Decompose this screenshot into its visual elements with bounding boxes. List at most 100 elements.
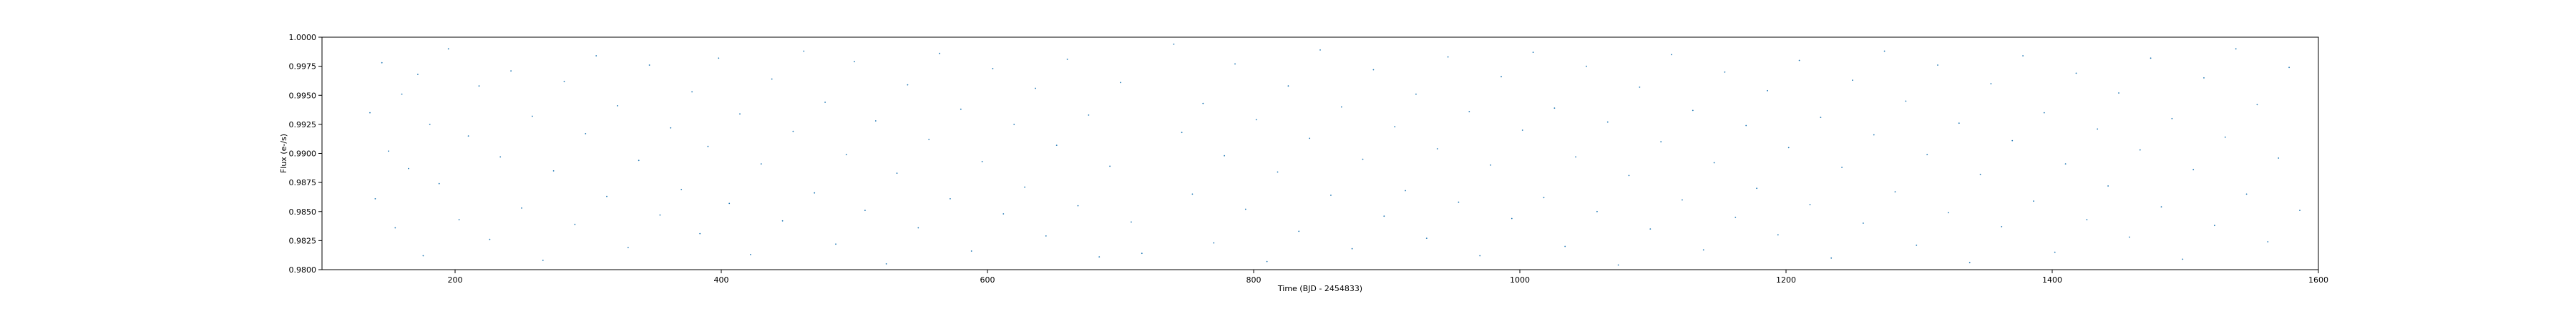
x-tick-label: 1200 — [1776, 275, 1796, 285]
data-point — [1244, 208, 1246, 210]
data-point — [1202, 102, 1204, 104]
data-point — [1405, 190, 1406, 192]
x-tick-label: 1000 — [1510, 275, 1530, 285]
data-point — [438, 182, 440, 185]
data-point — [2064, 163, 2067, 165]
data-point — [532, 115, 533, 117]
data-point — [1745, 124, 1747, 127]
data-point — [896, 172, 898, 175]
data-point — [691, 91, 693, 93]
data-point — [917, 227, 919, 229]
data-point — [1671, 54, 1672, 56]
data-point — [1948, 212, 1949, 214]
data-point — [2139, 149, 2141, 151]
scatter-points-layer — [369, 43, 2301, 266]
data-point — [1937, 64, 1938, 66]
data-point — [401, 93, 403, 95]
data-point — [1077, 205, 1079, 207]
data-point — [1287, 85, 1289, 87]
data-point — [478, 85, 480, 87]
data-point — [1724, 71, 1726, 73]
data-point — [2033, 200, 2034, 202]
data-point — [1319, 49, 1321, 51]
data-point — [2097, 128, 2099, 130]
data-point — [781, 220, 784, 222]
data-point — [542, 260, 544, 261]
data-point — [2160, 206, 2162, 208]
data-point — [489, 238, 491, 240]
data-point — [885, 263, 887, 265]
data-point — [648, 64, 650, 66]
y-tick-label: 0.9875 — [289, 178, 317, 187]
data-point — [1479, 255, 1481, 257]
data-point — [2001, 226, 2003, 227]
data-point — [1351, 247, 1353, 250]
data-point — [1055, 144, 1058, 147]
x-tick-label: 1600 — [2308, 275, 2328, 285]
data-point — [1692, 109, 1694, 112]
data-point — [1617, 264, 1619, 266]
data-point — [2086, 219, 2088, 220]
y-tick-label: 1.0000 — [289, 33, 317, 42]
y-tick-label: 0.9825 — [289, 236, 317, 245]
data-point — [792, 130, 794, 132]
data-point — [374, 198, 376, 200]
data-point — [2267, 241, 2269, 242]
data-point — [408, 167, 409, 170]
data-point — [1088, 114, 1090, 116]
data-point — [1309, 137, 1310, 139]
data-point — [1362, 158, 1364, 160]
data-point — [1024, 186, 1025, 188]
data-point — [1852, 79, 1853, 81]
data-point — [1277, 171, 1279, 173]
plot-frame — [321, 36, 2319, 270]
y-tick-label: 0.9975 — [289, 62, 317, 72]
data-point — [417, 74, 419, 75]
data-point — [2022, 55, 2024, 57]
data-point — [771, 78, 773, 80]
data-point — [1809, 204, 1811, 205]
data-point — [1649, 228, 1652, 230]
data-point — [1447, 56, 1449, 58]
data-point — [699, 232, 701, 235]
data-point — [2299, 210, 2301, 211]
data-point — [1830, 257, 1833, 259]
data-point — [824, 102, 826, 103]
data-point — [1735, 217, 1737, 218]
data-point — [2203, 77, 2205, 79]
data-point — [2182, 258, 2184, 260]
data-point — [950, 198, 951, 200]
data-point — [2245, 193, 2248, 195]
data-point — [381, 62, 383, 64]
data-point — [638, 160, 640, 162]
y-tick-label: 0.9950 — [289, 91, 317, 100]
data-point — [585, 133, 587, 134]
data-point — [1191, 193, 1194, 195]
data-point — [388, 150, 389, 152]
data-point — [1521, 129, 1523, 131]
data-point — [606, 195, 608, 197]
data-point — [981, 161, 983, 162]
data-point — [1787, 147, 1790, 149]
data-point — [1532, 52, 1534, 53]
data-point — [617, 105, 618, 107]
data-point — [1863, 222, 1864, 224]
data-point — [2171, 117, 2173, 119]
data-point — [447, 48, 449, 50]
data-point — [1002, 213, 1005, 215]
data-point — [1767, 89, 1768, 92]
data-point — [803, 50, 805, 52]
data-point — [1553, 107, 1556, 109]
data-point — [854, 61, 855, 62]
data-point — [2288, 67, 2290, 69]
data-point — [1035, 87, 1036, 89]
data-point — [1543, 197, 1545, 199]
data-point — [1628, 175, 1630, 177]
data-point — [1958, 122, 1960, 124]
data-point — [992, 68, 994, 69]
data-point — [2075, 72, 2077, 74]
data-point — [627, 247, 629, 248]
data-point — [369, 112, 371, 114]
data-point — [1586, 65, 1587, 67]
